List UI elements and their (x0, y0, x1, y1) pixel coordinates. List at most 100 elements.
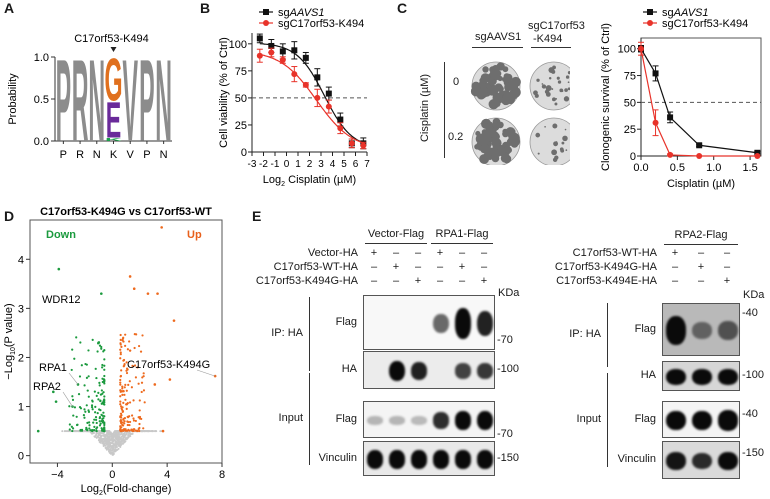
point-up (133, 346, 136, 350)
point-down (98, 384, 101, 387)
sign-plus: + (392, 261, 400, 273)
point-up (121, 410, 124, 413)
colony (536, 78, 540, 82)
blot-image (363, 351, 495, 389)
point-ns (127, 436, 130, 439)
point-ns (91, 432, 94, 435)
point-up (132, 429, 135, 433)
point-up (123, 393, 126, 396)
blot-band (477, 310, 493, 337)
point-down (89, 429, 92, 432)
point-up (128, 423, 131, 427)
point-up (138, 422, 141, 426)
colony (479, 154, 490, 164)
y-tick-label: 1 (18, 402, 24, 414)
data-points (36, 226, 176, 456)
point-down (92, 421, 95, 424)
point-ns (98, 436, 101, 439)
sign-minus: – (723, 261, 731, 273)
colony (556, 76, 560, 80)
point-down (97, 398, 100, 401)
point-ns (117, 435, 120, 438)
point-down (91, 429, 94, 433)
point-up (119, 426, 122, 430)
point-ns (115, 445, 118, 448)
series-line (640, 48, 758, 154)
point-ns (74, 430, 77, 433)
data-point-square (337, 116, 344, 123)
data-point-circle (754, 153, 761, 159)
fit-curve (259, 43, 364, 144)
blot-band (666, 410, 686, 431)
point-down (103, 380, 106, 383)
x-tick-label: 1 (295, 159, 301, 170)
label-leader-line (196, 369, 216, 377)
point-down (71, 348, 74, 351)
colony-plate (529, 117, 570, 165)
blot-band (411, 416, 427, 425)
point-ns (98, 441, 101, 444)
point-ns (92, 432, 95, 435)
logo-annotation: C17orf53-K494 (74, 33, 149, 45)
blot-band (455, 450, 471, 469)
logo-letter-r: R (72, 36, 89, 166)
sign-minus: – (697, 275, 705, 287)
point-down (90, 406, 94, 409)
label-down: Down (46, 229, 76, 241)
point-down (84, 362, 87, 366)
point-ns (110, 433, 113, 436)
blot-label: HA (640, 369, 656, 381)
point-down (103, 421, 106, 424)
colony (554, 102, 558, 106)
blot-band (455, 308, 471, 339)
row-label-0: 0 (453, 76, 460, 88)
legend-marker-circle (263, 20, 269, 26)
group-rule (664, 244, 738, 245)
legend-marker-circle (647, 20, 653, 26)
point-up (124, 428, 127, 431)
point-ns (104, 436, 107, 439)
kda-unit-label: KDa (743, 289, 765, 301)
condition-label: C17orf53-WT-HA (572, 247, 657, 259)
group-label: Vector-Flag (367, 228, 425, 240)
point-up (119, 381, 122, 384)
point-up (119, 420, 123, 424)
sign-minus: – (370, 275, 378, 287)
point-down (95, 394, 98, 397)
point-ns (111, 439, 114, 442)
x-tick-label: 1.5 (742, 162, 757, 174)
label-leader-line (68, 372, 79, 385)
point-down (70, 368, 73, 372)
point-down (98, 381, 101, 384)
point-down (85, 427, 88, 431)
point-ns (64, 430, 67, 433)
col-label-sgc17orf53: sgC17orf53 (528, 20, 585, 32)
point-down (90, 404, 94, 407)
point-ns (106, 437, 109, 440)
colony (567, 87, 570, 91)
point-ns (108, 435, 111, 438)
colony-plate (529, 61, 570, 111)
point-up (132, 419, 136, 422)
y-tick-label: 0 (241, 147, 247, 159)
point-down (100, 292, 103, 295)
blot-band (433, 450, 449, 469)
point-ns (106, 430, 109, 433)
y-tick-label: 100 (618, 44, 636, 56)
highlighted-point (57, 267, 61, 271)
point-ns (99, 438, 102, 441)
point-down (86, 389, 89, 392)
point-down (98, 408, 101, 411)
point-down (88, 421, 91, 424)
point-up (120, 345, 123, 348)
blot-band (433, 313, 449, 334)
point-down (72, 414, 75, 417)
colony (544, 125, 546, 128)
point-ns (93, 435, 96, 438)
point-up (128, 420, 132, 424)
x-tick-label: 1.0 (706, 162, 721, 174)
point-up (142, 389, 146, 392)
point-down (103, 358, 106, 361)
point-down (103, 427, 106, 430)
colony-plate (470, 61, 521, 111)
